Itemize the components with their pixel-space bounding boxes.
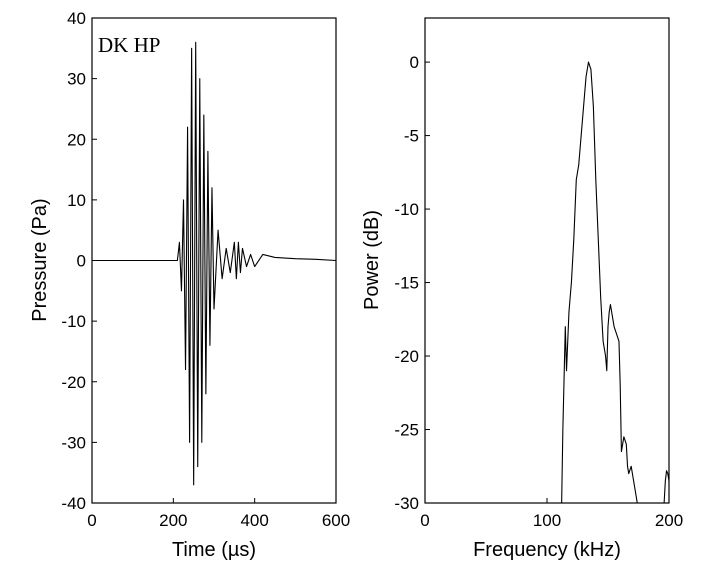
pressure-axis-ticks: 0 200 400 600 -40 -30 -20 -10 0 10 20 30 40	[61, 9, 350, 530]
pressure-y-tick-label: 40	[67, 9, 86, 28]
pressure-panel: 0 200 400 600 -40 -30 -20 -10 0 10 20 30 40 DK HP Ti…	[29, 9, 350, 561]
pressure-y-tick-label: 10	[67, 191, 86, 210]
power-x-tick-label: 200	[655, 511, 683, 530]
power-spectrum-lines	[561, 61, 670, 504]
pressure-y-tick-label: 20	[67, 130, 86, 149]
power-spectrum-line	[561, 61, 638, 504]
pressure-y-tick-label: -20	[61, 373, 86, 392]
pressure-x-tick-label: 600	[322, 511, 350, 530]
power-y-tick-label: -10	[394, 200, 419, 219]
power-plot-frame	[424, 17, 670, 504]
power-y-axis-label: Power (dB)	[361, 210, 383, 310]
power-x-tick-label: 100	[533, 511, 561, 530]
power-y-tick-label: -20	[394, 347, 419, 366]
power-x-axis-label: Frequency (kHz)	[473, 539, 621, 561]
pressure-annotation: DK HP	[98, 33, 160, 57]
pressure-y-axis-label: Pressure (Pa)	[29, 198, 51, 321]
pressure-y-tick-label: 0	[77, 252, 86, 271]
pressure-x-tick-label: 200	[159, 511, 187, 530]
pressure-y-tick-label: -40	[61, 494, 86, 513]
pressure-y-tick-label: 30	[67, 70, 86, 89]
power-spectrum-line	[663, 470, 670, 504]
pressure-y-tick-label: -30	[61, 433, 86, 452]
power-y-tick-label: -5	[404, 127, 419, 146]
power-y-tick-label: 0	[410, 53, 419, 72]
power-y-tick-label: -25	[394, 421, 419, 440]
power-y-tick-label: -30	[394, 494, 419, 513]
power-x-tick-label: 0	[420, 511, 429, 530]
pressure-x-tick-label: 0	[87, 511, 96, 530]
power-axis-ticks: 0 100 200 -30 -25 -20 -15 -10 -5 0	[394, 53, 683, 530]
power-panel: 0 100 200 -30 -25 -20 -15 -10 -5 0 Frequency (kHz…	[361, 17, 683, 561]
pressure-x-tick-label: 400	[240, 511, 268, 530]
pressure-waveform-line	[92, 41, 337, 486]
power-y-tick-label: -15	[394, 274, 419, 293]
pressure-x-axis-label: Time (µs)	[172, 539, 256, 561]
pressure-y-tick-label: -10	[61, 312, 86, 331]
